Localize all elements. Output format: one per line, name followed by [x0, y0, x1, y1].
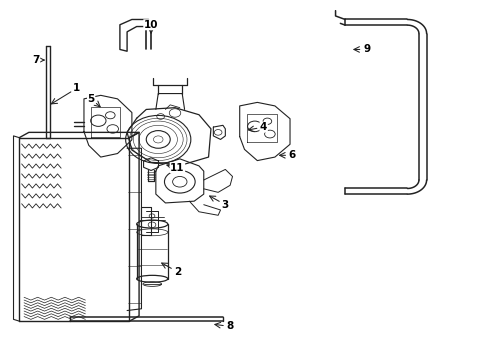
Text: 3: 3	[221, 200, 228, 210]
Text: 9: 9	[363, 45, 369, 54]
Text: 5: 5	[87, 94, 95, 104]
Text: 1: 1	[73, 83, 80, 93]
Text: 7: 7	[32, 55, 40, 65]
Text: 2: 2	[173, 267, 181, 277]
Text: 8: 8	[226, 321, 233, 332]
Text: 4: 4	[260, 122, 267, 132]
Text: 10: 10	[143, 20, 158, 30]
Text: 11: 11	[170, 163, 184, 173]
Text: 6: 6	[288, 150, 295, 160]
